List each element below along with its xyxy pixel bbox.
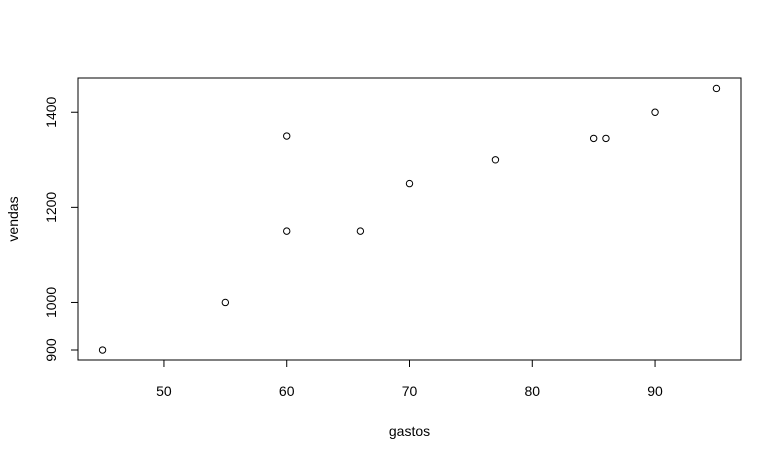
x-axis-label: gastos xyxy=(389,423,430,439)
y-tick-label: 900 xyxy=(43,338,59,362)
y-tick-label: 1200 xyxy=(43,192,59,223)
x-axis: 50 60 70 80 90 xyxy=(156,359,663,399)
data-point xyxy=(283,132,291,140)
y-tick-label: 1400 xyxy=(43,96,59,127)
data-points xyxy=(98,84,721,354)
y-axis: 900 1000 1200 1400 xyxy=(43,96,79,362)
plot-frame xyxy=(77,77,742,361)
data-point xyxy=(221,298,230,307)
x-tick-label: 50 xyxy=(156,383,172,399)
y-tick-label: 1000 xyxy=(43,287,59,318)
data-point xyxy=(602,134,610,143)
data-point xyxy=(651,108,659,116)
x-tick-label: 60 xyxy=(279,383,295,399)
x-tick-label: 80 xyxy=(524,383,540,399)
x-tick-label: 90 xyxy=(647,383,663,399)
data-point xyxy=(98,346,107,354)
data-point xyxy=(283,227,291,235)
x-tick-label: 70 xyxy=(402,383,418,399)
data-point xyxy=(491,156,500,164)
data-point xyxy=(712,84,721,93)
data-point xyxy=(405,179,414,188)
data-point xyxy=(589,134,598,143)
y-axis-label: vendas xyxy=(5,196,21,241)
data-point xyxy=(356,227,365,235)
